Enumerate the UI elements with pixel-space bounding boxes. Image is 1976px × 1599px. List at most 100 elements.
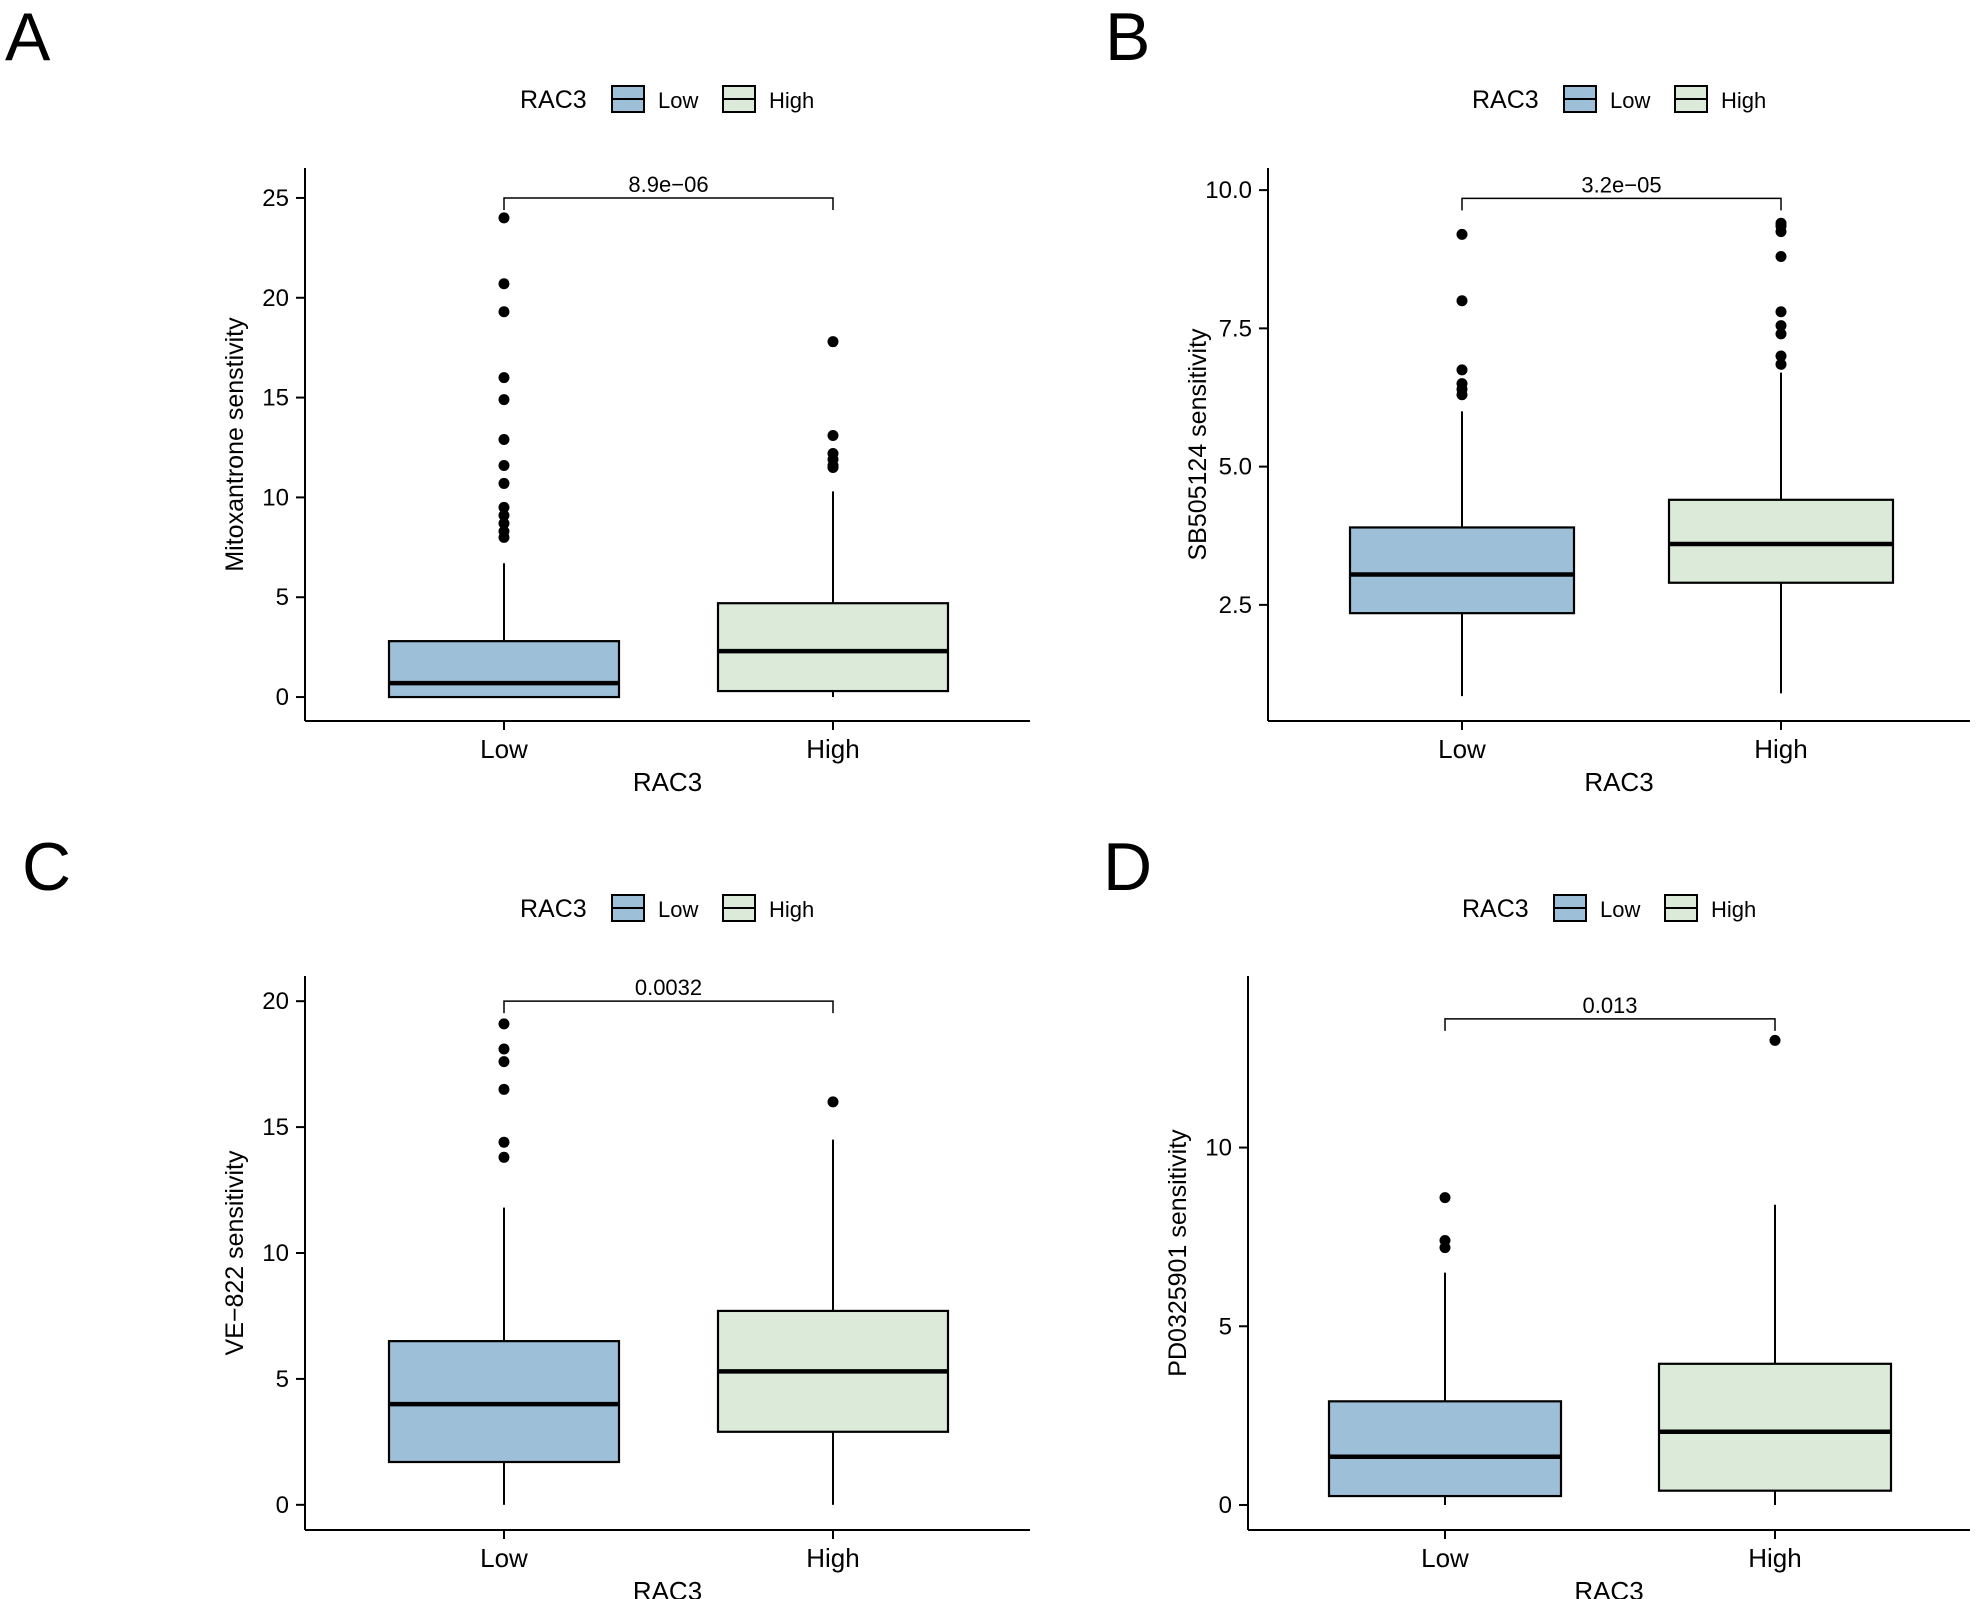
x-axis-title: RAC3 <box>1584 767 1653 797</box>
significance-bracket <box>1461 197 1782 211</box>
outlier-point <box>498 1151 510 1163</box>
panel-b: B RAC3 Low High 2.5 5.0 7.5 10.0 Low High RAC3 SB50… <box>1105 0 1970 797</box>
p-value-label: 3.2e−05 <box>1581 172 1661 197</box>
p-value-label: 0.013 <box>1582 993 1637 1018</box>
box-iqr <box>1327 1400 1563 1498</box>
legend-label-high: High <box>1711 897 1756 922</box>
legend: RAC3 Low High <box>1462 894 1756 923</box>
p-value-label: 8.9e−06 <box>628 172 708 197</box>
outlier-point <box>498 306 510 318</box>
box-iqr <box>1667 498 1895 584</box>
y-tick-label: 5 <box>1219 1313 1232 1340</box>
y-tick-label: 20 <box>262 285 289 312</box>
outlier-point <box>1775 358 1787 370</box>
outlier-point <box>498 1043 510 1055</box>
outlier-point <box>498 459 510 471</box>
significance-bracket <box>1444 1018 1776 1031</box>
y-tick-label: 5.0 <box>1219 454 1252 481</box>
panel-d: D RAC3 Low High 0 5 10 Low High RAC3 PD0325901 sen… <box>1103 829 1970 1599</box>
outlier-point <box>827 461 839 473</box>
outlier-point <box>1775 226 1787 238</box>
x-tick-label: High <box>1748 1543 1801 1573</box>
legend-label-low: Low <box>658 88 698 113</box>
legend: RAC3 Low High <box>520 85 814 114</box>
y-tick-label: 5 <box>276 1366 289 1393</box>
x-axis-title: RAC3 <box>1574 1576 1643 1599</box>
panel-label: B <box>1105 0 1150 75</box>
outlier-point <box>498 278 510 290</box>
outlier-point <box>498 372 510 384</box>
x-axis-title: RAC3 <box>633 767 702 797</box>
y-tick-label: 2.5 <box>1219 592 1252 619</box>
y-axis-title: PD0325901 sensitivity <box>1164 1129 1192 1377</box>
legend-label-low: Low <box>1610 88 1650 113</box>
box-high <box>1667 217 1895 694</box>
x-axis-title: RAC3 <box>633 1576 702 1599</box>
legend: RAC3 Low High <box>1472 85 1766 114</box>
outlier-point <box>498 531 510 543</box>
x-tick-label: High <box>806 734 859 764</box>
outlier-point <box>1775 306 1787 318</box>
y-axis-title: SB505124 sensitivity <box>1184 328 1212 561</box>
y-tick-label: 25 <box>262 185 289 212</box>
y-tick-label: 0 <box>276 1492 289 1519</box>
significance-bracket <box>503 197 834 210</box>
box-iqr <box>1657 1362 1893 1492</box>
y-axis-title: VE−822 sensitivity <box>221 1150 249 1355</box>
legend-label-high: High <box>1721 88 1766 113</box>
y-axis-title: Mitoxantrone senstivity <box>221 317 249 572</box>
box-iqr <box>716 602 950 693</box>
legend-label-high: High <box>769 897 814 922</box>
outlier-point <box>1775 350 1787 362</box>
box-low <box>1348 228 1576 697</box>
panel-a: A RAC3 Low High 0 5 10 15 20 25 Low High RAC3 Mitoxan… <box>5 0 1030 797</box>
y-tick-label: 15 <box>262 1114 289 1141</box>
outlier-point <box>1456 364 1468 376</box>
outlier-point <box>827 336 839 348</box>
legend-label-low: Low <box>1600 897 1640 922</box>
outlier-point <box>498 517 510 529</box>
x-tick-label: Low <box>1438 734 1486 764</box>
y-tick-label: 10 <box>262 484 289 511</box>
legend-title: RAC3 <box>1472 86 1539 114</box>
outlier-point <box>498 1083 510 1095</box>
panel-label: A <box>5 0 51 75</box>
y-tick-label: 0 <box>276 684 289 711</box>
outlier-point <box>1439 1192 1451 1204</box>
y-tick-label: 20 <box>262 988 289 1015</box>
panel-c: C RAC3 Low High 0 5 10 15 20 Low High RAC3 VE−822 se… <box>22 829 1030 1599</box>
legend-label-high: High <box>769 88 814 113</box>
legend-title: RAC3 <box>520 895 587 923</box>
box-high <box>1657 1034 1893 1505</box>
y-tick-label: 10 <box>1205 1135 1232 1162</box>
y-tick-label: 7.5 <box>1219 315 1252 342</box>
outlier-point <box>1456 389 1468 401</box>
box-iqr <box>387 640 621 699</box>
outlier-point <box>498 394 510 406</box>
outlier-point <box>827 1096 839 1108</box>
outlier-point <box>1456 295 1468 307</box>
y-tick-label: 10 <box>262 1240 289 1267</box>
outlier-point <box>827 430 839 442</box>
outlier-point <box>498 1136 510 1148</box>
x-tick-label: High <box>1754 734 1807 764</box>
outlier-point <box>498 1056 510 1068</box>
significance-bracket <box>503 1000 834 1014</box>
outlier-point <box>1775 328 1787 340</box>
outlier-point <box>1775 250 1787 262</box>
x-tick-label: Low <box>480 1543 528 1573</box>
panel-label: C <box>22 829 71 905</box>
box-low <box>1327 1192 1563 1505</box>
outlier-point <box>498 212 510 224</box>
outlier-point <box>1439 1242 1451 1254</box>
y-tick-label: 10.0 <box>1205 177 1252 204</box>
outlier-point <box>498 1018 510 1030</box>
legend: RAC3 Low High <box>520 894 814 923</box>
y-tick-label: 15 <box>262 385 289 412</box>
outlier-point <box>498 477 510 489</box>
outlier-point <box>498 509 510 521</box>
box-high <box>716 336 950 698</box>
outlier-point <box>1775 320 1787 332</box>
outlier-point <box>1456 228 1468 240</box>
